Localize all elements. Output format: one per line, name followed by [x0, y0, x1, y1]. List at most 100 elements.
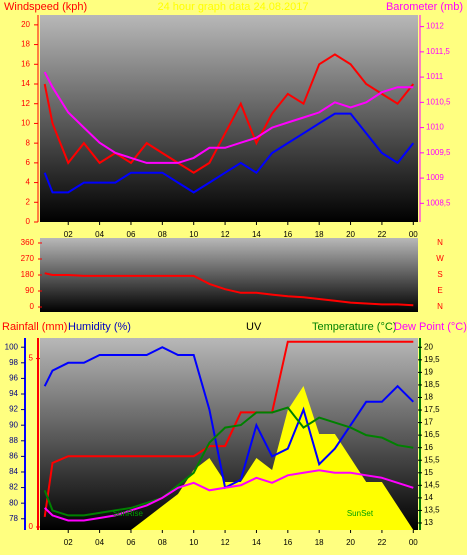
tick-label: 20 — [21, 20, 30, 29]
tick-label: 1009,5 — [426, 148, 451, 157]
series-line — [43, 71, 414, 164]
tick-label: 1011 — [426, 72, 444, 81]
tick-label: 270 — [21, 254, 35, 263]
tick-label: 86 — [9, 451, 18, 460]
tick-label: 0 — [30, 302, 35, 311]
tick-label: 15 — [424, 468, 433, 477]
tick-label: 88 — [9, 436, 18, 445]
tick-label: 92 — [9, 405, 18, 414]
uv-label: UV — [246, 321, 262, 333]
dew-label: Dew Point (°C) — [394, 321, 467, 333]
tick-label: 1009 — [426, 173, 444, 182]
series-line — [43, 53, 415, 174]
x-tick-label: 00 — [409, 230, 418, 239]
direction-label: S — [437, 270, 442, 279]
tick-label: 18,5 — [424, 380, 440, 389]
tick-label: 2 — [26, 197, 31, 206]
uv-area — [44, 386, 414, 530]
tick-label: 96 — [9, 374, 18, 383]
tick-label: 82 — [9, 483, 18, 492]
tick-label: 18 — [424, 393, 433, 402]
x-tick-label: 18 — [315, 538, 324, 547]
tick-label: 17,5 — [424, 405, 440, 414]
x-tick-label: 10 — [189, 230, 198, 239]
x-tick-label: 12 — [221, 538, 230, 547]
y-axis-label: Windspeed (kph) — [4, 1, 87, 13]
tick-label: 84 — [9, 467, 18, 476]
x-tick-label: 16 — [283, 538, 292, 547]
series-line — [43, 112, 415, 194]
tick-label: 1012 — [426, 22, 444, 31]
x-tick-label: 08 — [158, 230, 167, 239]
annotation: SunRise — [113, 509, 144, 518]
tick-label: 16,5 — [424, 430, 440, 439]
series-line — [43, 340, 414, 518]
tick-label: 0 — [26, 217, 31, 226]
tick-label: 19,5 — [424, 355, 440, 364]
series-line — [44, 469, 414, 522]
tick-label: 13,5 — [424, 506, 440, 515]
tick-label: 100 — [5, 342, 19, 351]
tick-label: 15,5 — [424, 455, 440, 464]
x-tick-label: 12 — [221, 230, 230, 239]
tick-label: 18 — [21, 40, 30, 49]
panel — [40, 15, 418, 222]
tick-label: 13 — [424, 518, 433, 527]
x-tick-label: 16 — [283, 230, 292, 239]
tick-label: 78 — [9, 514, 18, 523]
y2-axis-label: Temperature (°C) — [312, 321, 396, 333]
y-axis-label: Humidity (%) — [68, 321, 131, 333]
tick-label: 16 — [424, 443, 433, 452]
x-tick-label: 06 — [127, 230, 136, 239]
tick-label: 98 — [9, 358, 18, 367]
rain-axis-label: Rainfall (mm) — [2, 321, 67, 333]
tick-label: 10 — [21, 119, 30, 128]
chart-title: 24 hour graph data 24.08.2017 — [157, 1, 308, 13]
x-tick-label: 14 — [252, 230, 261, 239]
x-tick-label: 02 — [64, 538, 73, 547]
x-tick-label: 22 — [377, 230, 386, 239]
tick-label: 90 — [9, 420, 18, 429]
tick-label: 180 — [21, 270, 35, 279]
tick-label: 16 — [21, 59, 30, 68]
x-tick-label: 22 — [377, 538, 386, 547]
tick-label: 14 — [21, 79, 30, 88]
tick-label: 14,5 — [424, 480, 440, 489]
direction-label: N — [437, 302, 443, 311]
tick-label: 19 — [424, 367, 433, 376]
tick-label: 8 — [26, 138, 31, 147]
tick-label: 20 — [424, 342, 433, 351]
tick-label: 5 — [29, 354, 34, 363]
x-tick-label: 20 — [346, 230, 355, 239]
x-tick-label: 20 — [346, 538, 355, 547]
annotation: SunSet — [347, 509, 374, 518]
x-tick-label: 10 — [189, 538, 198, 547]
y2-axis-label: Barometer (mb) — [386, 1, 463, 13]
x-tick-label: 00 — [409, 538, 418, 547]
x-tick-label: 04 — [95, 538, 104, 547]
direction-label: W — [436, 254, 444, 263]
tick-label: 4 — [26, 178, 31, 187]
tick-label: 1011,5 — [426, 47, 450, 56]
tick-label: 360 — [21, 238, 35, 247]
tick-label: 90 — [25, 286, 34, 295]
x-tick-label: 06 — [127, 538, 136, 547]
tick-label: 80 — [9, 498, 18, 507]
x-tick-label: 08 — [158, 538, 167, 547]
tick-label: 0 — [29, 522, 34, 531]
tick-label: 12 — [21, 99, 30, 108]
x-tick-label: 18 — [315, 230, 324, 239]
series-line — [44, 272, 414, 307]
tick-label: 1010,5 — [426, 97, 451, 106]
series-line — [43, 406, 414, 517]
tick-label: 14 — [424, 493, 433, 502]
x-tick-label: 14 — [252, 538, 261, 547]
tick-label: 1008,5 — [426, 198, 451, 207]
tick-label: 17 — [424, 418, 433, 427]
x-tick-label: 04 — [95, 230, 104, 239]
tick-label: 6 — [26, 158, 31, 167]
tick-label: 1010 — [426, 123, 444, 132]
x-tick-label: 02 — [64, 230, 73, 239]
